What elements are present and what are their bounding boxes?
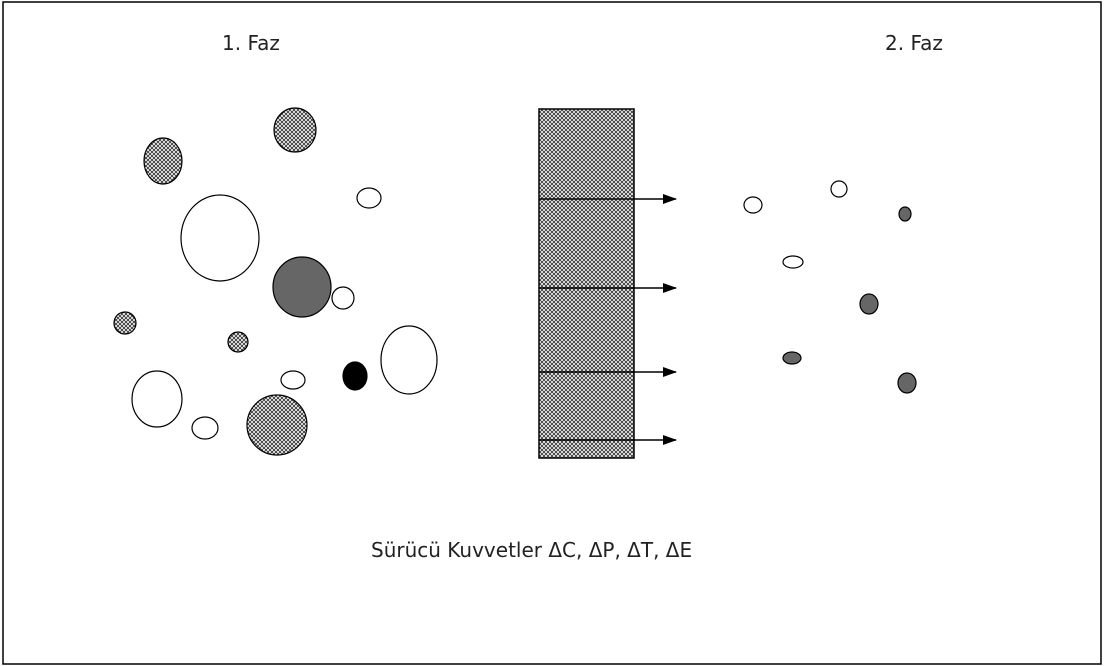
particle-white-10: [782, 255, 804, 269]
particle-dark-5: [897, 372, 917, 394]
driving-forces-label: Sürücü Kuvvetler ΔC, ΔP, ΔT, ΔE: [371, 538, 692, 562]
particle-black-1: [342, 361, 368, 391]
particle-white-8: [743, 196, 763, 214]
membrane: [538, 108, 635, 459]
particle-white-4: [280, 370, 306, 390]
particle-dark-1: [272, 256, 332, 318]
particle-hatched-2: [273, 107, 317, 153]
particle-dark-4: [782, 351, 802, 365]
phase1-label: 1. Faz: [222, 31, 280, 55]
particle-white-2: [180, 194, 260, 282]
particle-dark-2: [898, 206, 912, 222]
particle-white-1: [356, 187, 382, 209]
particle-white-7: [191, 416, 219, 440]
particle-white-3: [331, 286, 355, 310]
particle-hatched-4: [227, 331, 249, 353]
particle-dark-3: [859, 293, 879, 315]
particle-white-6: [131, 370, 183, 428]
particle-white-9: [830, 180, 848, 198]
particle-hatched-5: [246, 394, 308, 456]
particle-hatched-1: [143, 137, 183, 185]
particle-white-5: [380, 325, 438, 395]
phase1-particles: [113, 107, 438, 456]
phase2-label: 2. Faz: [885, 31, 943, 55]
phase2-particles: [743, 180, 917, 394]
flux-arrows: [539, 194, 677, 445]
particle-hatched-3: [113, 311, 137, 335]
